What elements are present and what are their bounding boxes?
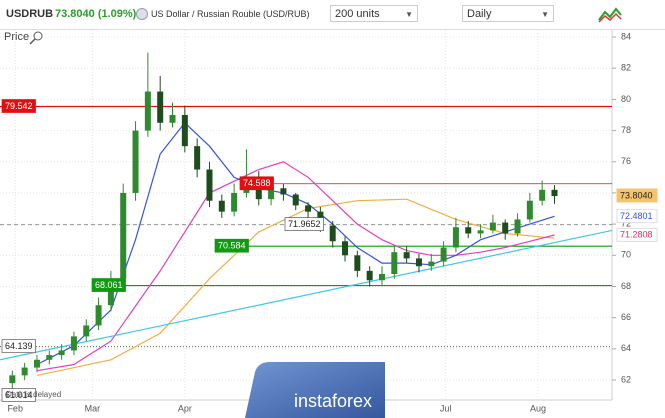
candle-body bbox=[206, 169, 213, 201]
candle-body bbox=[415, 258, 422, 267]
level-label-box bbox=[214, 238, 249, 253]
candle-body bbox=[46, 355, 53, 360]
y-tick-label: 78 bbox=[621, 125, 631, 135]
level-label-box bbox=[1, 388, 36, 402]
x-tick-label: Mar bbox=[85, 403, 101, 413]
candle-body bbox=[194, 146, 201, 170]
candle-body bbox=[465, 227, 472, 234]
description: US Dollar / Russian Rouble (USD/RUB) bbox=[151, 9, 310, 19]
candle-body bbox=[132, 130, 139, 193]
price-tag-box bbox=[616, 188, 658, 203]
units-select[interactable]: 200 units ▼ bbox=[330, 5, 418, 22]
candle-body bbox=[305, 205, 312, 212]
candle-body bbox=[551, 189, 558, 197]
y-tick-label: 82 bbox=[621, 63, 631, 73]
candle-body bbox=[70, 336, 77, 351]
candle-body bbox=[489, 222, 496, 231]
y-tick-label: 64 bbox=[621, 343, 631, 353]
settings-icon[interactable] bbox=[29, 31, 43, 45]
candle-body bbox=[366, 270, 373, 281]
watermark-text: instaforex bbox=[294, 391, 372, 411]
candle-body bbox=[354, 255, 361, 271]
candle-body bbox=[403, 252, 410, 259]
candle-body bbox=[268, 188, 275, 200]
interval-select[interactable]: Daily ▼ bbox=[462, 5, 554, 22]
price-tag: 73.8040 bbox=[620, 190, 653, 200]
candle-body bbox=[83, 325, 90, 337]
price: 73.8040 (1.09%) bbox=[55, 8, 137, 20]
y-tick-label: 72 bbox=[621, 218, 631, 228]
x-tick-label: Feb bbox=[7, 403, 23, 413]
candle-body bbox=[157, 91, 164, 123]
level-label-box bbox=[284, 217, 324, 232]
indicator-line bbox=[36, 161, 555, 372]
watermark: instaforex bbox=[245, 362, 385, 418]
panel-label: Price bbox=[4, 31, 29, 43]
candle-body bbox=[21, 367, 28, 376]
y-tick-label: 62 bbox=[621, 374, 631, 384]
candle-body bbox=[169, 114, 176, 123]
level-label: 70.584 bbox=[218, 241, 246, 251]
chart-icon[interactable] bbox=[597, 6, 623, 24]
candle-body bbox=[428, 261, 435, 267]
y-tick-label: 84 bbox=[621, 31, 631, 41]
candle-body bbox=[95, 305, 102, 326]
candle-body bbox=[477, 230, 484, 234]
candle-body bbox=[292, 194, 299, 206]
candle-body bbox=[280, 188, 287, 195]
level-label: 71.9652 bbox=[288, 219, 321, 229]
indicator-line bbox=[36, 121, 555, 366]
x-tick-label: Apr bbox=[178, 403, 192, 413]
candle-body bbox=[144, 91, 151, 131]
price-tag-box bbox=[616, 209, 658, 224]
candle-body bbox=[329, 225, 336, 242]
level-label-box bbox=[1, 339, 36, 354]
candle-body bbox=[181, 114, 188, 147]
level-label-box bbox=[91, 278, 126, 292]
x-tick-label: Aug bbox=[530, 403, 546, 413]
level-label-box bbox=[239, 176, 274, 191]
flag-icon bbox=[136, 8, 148, 20]
candle-body bbox=[218, 200, 225, 212]
interval: Daily bbox=[467, 8, 492, 20]
candle-body bbox=[378, 274, 385, 281]
candle-body bbox=[452, 227, 459, 248]
units: 200 units bbox=[335, 8, 380, 20]
candle-body bbox=[9, 375, 16, 384]
y-tick-label: 76 bbox=[621, 156, 631, 166]
toolbar: USDRUB 73.8040 (1.09%) US Dollar / Russi… bbox=[0, 0, 665, 30]
y-tick-label: 68 bbox=[621, 281, 631, 291]
candle-body bbox=[514, 219, 521, 234]
price-tag: 71.2808 bbox=[620, 230, 653, 240]
candle-body bbox=[502, 222, 509, 234]
y-tick-label: 70 bbox=[621, 250, 631, 260]
candle-body bbox=[440, 247, 447, 262]
candle-body bbox=[107, 278, 114, 306]
candle-body bbox=[231, 192, 238, 212]
y-tick-label: 66 bbox=[621, 312, 631, 322]
level-label-box bbox=[1, 99, 36, 113]
candle-body bbox=[120, 192, 127, 279]
level-label: 68.061 bbox=[95, 280, 123, 290]
x-tick-label: Jul bbox=[440, 403, 452, 413]
level-label: 61.014 bbox=[5, 390, 33, 400]
candle-body bbox=[342, 241, 349, 256]
candle-body bbox=[33, 359, 40, 368]
delay-note: Data is delayed bbox=[6, 390, 61, 399]
candle-body bbox=[391, 252, 398, 275]
price-tag: 72.4801 bbox=[620, 211, 653, 221]
candle-body bbox=[58, 350, 65, 356]
indicator-line bbox=[0, 229, 612, 361]
candle-body bbox=[526, 200, 533, 220]
candle-body bbox=[539, 189, 546, 201]
y-tick-label: 80 bbox=[621, 94, 631, 104]
price-tag-box bbox=[616, 227, 658, 242]
symbol: USDRUB bbox=[6, 8, 54, 20]
level-label: 64.139 bbox=[5, 341, 33, 351]
level-label: 74.588 bbox=[243, 178, 271, 188]
level-label: 79.542 bbox=[5, 101, 33, 111]
